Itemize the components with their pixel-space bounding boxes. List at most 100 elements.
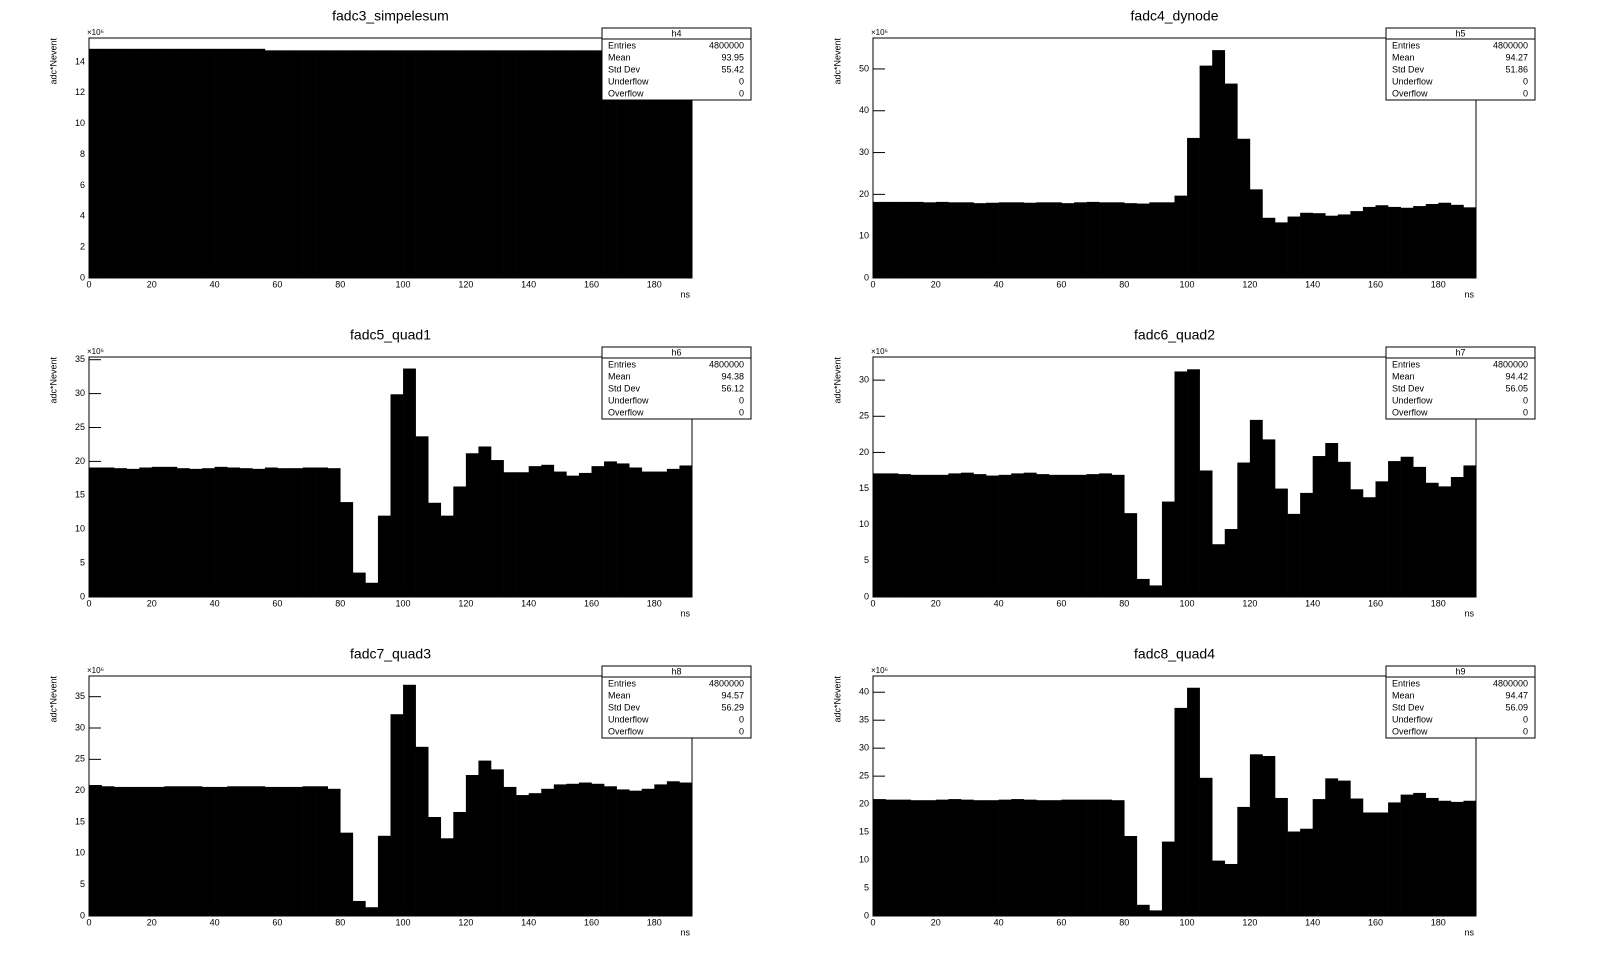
bar	[352, 900, 366, 916]
bar	[390, 714, 404, 916]
bar	[478, 446, 492, 597]
y-tick-label: 25	[859, 411, 869, 421]
stats-box	[601, 346, 752, 420]
stats-label: Underflow	[608, 714, 649, 724]
y-tick-label: 4	[80, 211, 85, 221]
bar	[428, 50, 442, 279]
x-axis-label: ns	[1464, 608, 1474, 618]
x-tick-label: 100	[1180, 917, 1195, 927]
x-tick-label: 40	[994, 917, 1004, 927]
bar	[1086, 474, 1100, 597]
stats-value: 0	[1523, 395, 1528, 405]
stats-box	[1385, 346, 1536, 420]
x-axis-label: ns	[680, 608, 690, 618]
bar	[151, 786, 165, 916]
x-tick-label: 160	[1368, 598, 1383, 608]
bar	[89, 785, 102, 916]
y-tick-label: 15	[859, 826, 869, 836]
bar	[885, 799, 899, 916]
bar	[176, 48, 190, 278]
bar	[176, 468, 190, 597]
x-tick-label: 120	[1242, 917, 1257, 927]
stats-label: Mean	[1392, 690, 1415, 700]
y-scale-label: ×10⁶	[87, 28, 104, 37]
bar	[986, 475, 999, 597]
bar	[465, 453, 479, 597]
bar	[1438, 202, 1452, 278]
bar	[1249, 419, 1263, 597]
stats-label: Mean	[608, 52, 631, 62]
bar	[239, 468, 253, 597]
y-tick-label: 20	[75, 785, 85, 795]
y-tick-label: 2	[80, 242, 85, 252]
bar	[1425, 797, 1439, 916]
plot-frame	[872, 37, 1477, 279]
bar	[1036, 800, 1050, 916]
stats-label: Underflow	[1392, 76, 1433, 86]
x-tick-label: 140	[521, 598, 536, 608]
bar	[491, 460, 504, 597]
y-tick-label: 35	[75, 354, 85, 364]
stats-value: 4800000	[709, 678, 744, 688]
bar	[139, 467, 153, 597]
bar	[935, 474, 949, 597]
bar	[553, 471, 567, 597]
bar	[935, 201, 949, 278]
bar	[114, 786, 127, 916]
bar	[126, 786, 140, 916]
bar	[1187, 687, 1200, 916]
stats-value: 0	[1523, 726, 1528, 736]
bar	[1149, 910, 1163, 916]
stats-title: h5	[1455, 28, 1465, 38]
bar	[604, 50, 617, 279]
y-tick-label: 5	[80, 557, 85, 567]
x-tick-label: 160	[1368, 917, 1383, 927]
bar	[1212, 50, 1226, 279]
stats-value: 0	[739, 407, 744, 417]
y-tick-label: 6	[80, 180, 85, 190]
bar	[164, 466, 178, 597]
y-tick-label: 30	[859, 375, 869, 385]
bar	[1061, 203, 1075, 278]
bar	[277, 468, 291, 597]
bar	[935, 799, 949, 916]
bar	[1199, 65, 1213, 278]
bar	[1350, 489, 1364, 597]
bar	[277, 50, 291, 279]
bar	[1187, 369, 1200, 597]
y-tick-label: 40	[859, 105, 869, 115]
bar	[528, 466, 542, 597]
bar	[666, 468, 680, 597]
bar	[89, 48, 102, 278]
bar	[1362, 206, 1376, 278]
bar	[1413, 466, 1427, 597]
stats-label: Std Dev	[608, 64, 641, 74]
bar	[89, 467, 102, 597]
bar	[1275, 222, 1288, 278]
bar	[1325, 215, 1339, 278]
x-tick-label: 100	[396, 279, 411, 289]
stats-value: 94.38	[721, 371, 744, 381]
chart-title: fadc7_quad3	[350, 646, 431, 662]
stats-box	[1385, 27, 1536, 101]
bar	[1111, 202, 1125, 278]
bar	[1400, 794, 1414, 916]
bar	[1249, 189, 1263, 278]
bar	[1450, 204, 1464, 278]
bar	[1325, 443, 1339, 597]
bar	[340, 832, 354, 916]
bar	[491, 50, 504, 279]
x-tick-label: 40	[210, 279, 220, 289]
bar	[1099, 473, 1112, 597]
bar	[566, 475, 580, 597]
bar	[873, 799, 886, 916]
y-tick-label: 15	[75, 490, 85, 500]
stats-value: 4800000	[1493, 678, 1528, 688]
x-tick-label: 80	[335, 598, 345, 608]
bar	[986, 202, 999, 278]
bar	[478, 760, 492, 916]
bar	[365, 582, 379, 597]
bar	[202, 48, 215, 278]
y-tick-label: 8	[80, 149, 85, 159]
